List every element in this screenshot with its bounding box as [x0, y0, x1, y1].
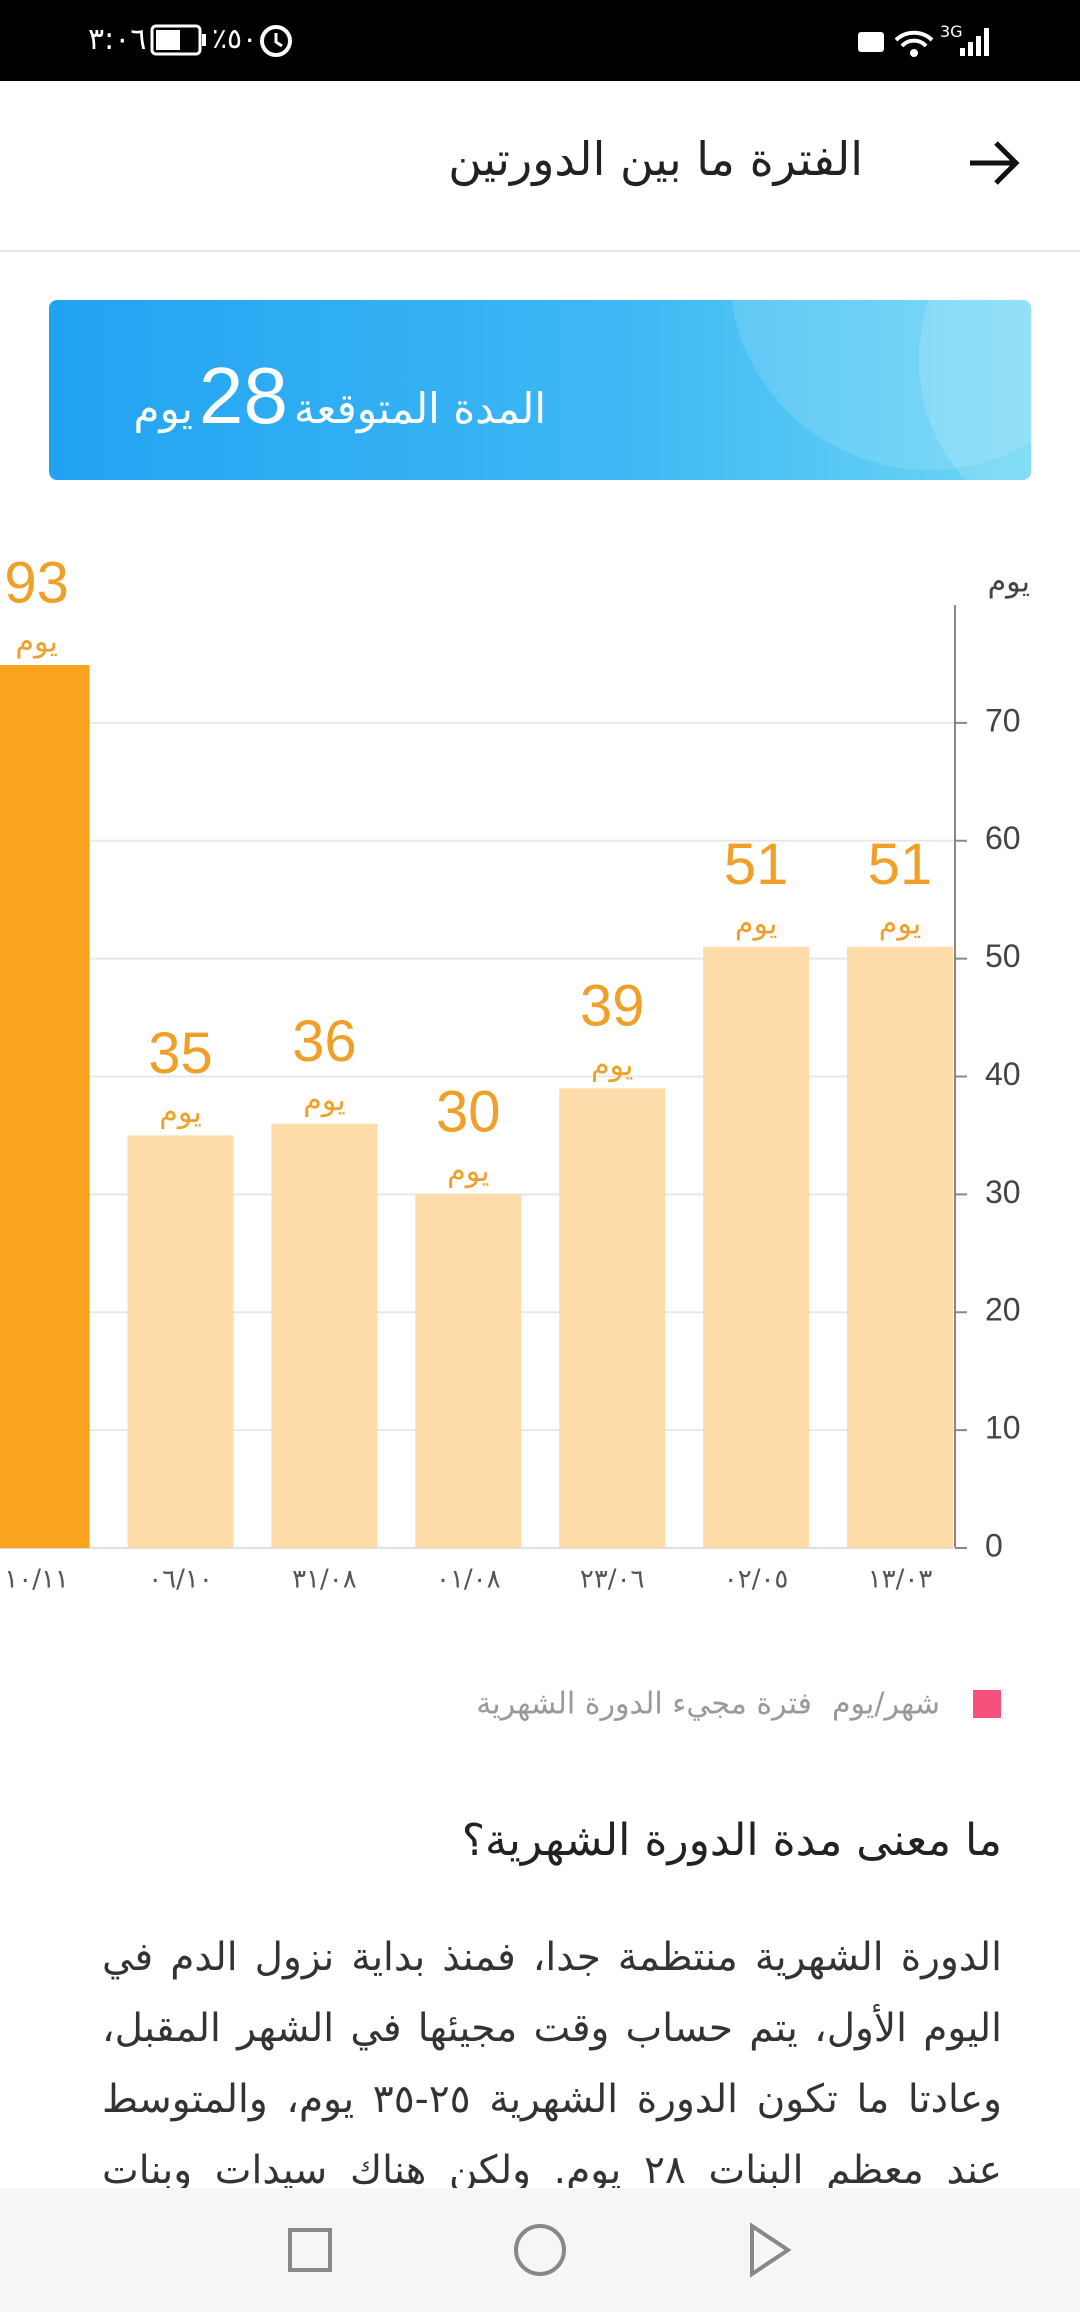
bar [847, 946, 953, 1548]
y-tick-label: 50 [985, 938, 1021, 974]
legend-swatch [973, 1690, 1001, 1718]
card-value: 28 [198, 351, 288, 440]
x-tick-label: ٠٢/٠٥ [724, 1565, 789, 1595]
y-tick-label: 40 [985, 1056, 1021, 1092]
value-unit: يوم [159, 1095, 201, 1130]
section-heading: ما معنى مدة الدورة الشهرية؟ [461, 1815, 1002, 1866]
battery-level: ٪٥٠ [212, 22, 258, 55]
bar [415, 1194, 522, 1548]
value-label: 30 [436, 1080, 501, 1145]
home-button[interactable] [514, 2224, 566, 2276]
value-label: 35 [148, 1021, 213, 1086]
legend-label: شهر/يوم [832, 1687, 940, 1722]
value-label: 93 [4, 550, 69, 615]
back-nav-button[interactable] [750, 2222, 792, 2278]
y-tick-label: 60 [985, 820, 1021, 856]
signal-icons [858, 28, 989, 57]
x-tick-label: ١٠/١١ [4, 1565, 69, 1595]
back-button[interactable] [966, 138, 1022, 188]
value-label: 51 [724, 832, 789, 897]
recent-button[interactable] [288, 2228, 332, 2272]
value-label: 51 [868, 832, 933, 897]
chart: يوم 0 10 20 30 40 50 60 70 51 يوم 51 يوم 39 يوم 30 يوم 3… [0, 550, 1030, 1722]
network-type: 3G [940, 22, 963, 41]
y-axis-label: يوم [988, 565, 1030, 600]
screen-title: الفترة ما بين الدورتين [448, 132, 863, 186]
bar [559, 1088, 666, 1548]
navigation-bar [0, 2188, 1080, 2312]
x-tick-label: ١٣/٠٣ [868, 1565, 933, 1595]
bar [127, 1135, 234, 1548]
battery-icon [150, 24, 206, 56]
value-unit: يوم [591, 1048, 633, 1083]
y-tick-label: 30 [985, 1174, 1021, 1210]
y-tick-label: 0 [985, 1527, 1003, 1563]
y-tick-label: 70 [985, 702, 1021, 738]
value-unit: يوم [447, 1154, 489, 1189]
divider [0, 250, 1080, 252]
x-tick-label: ٣١/٠٨ [292, 1565, 357, 1595]
value-unit: يوم [879, 906, 921, 941]
value-unit: يوم [303, 1083, 345, 1118]
card-text: المدة المتوقعة 28 يوم [134, 350, 547, 442]
y-tick-label: 10 [985, 1410, 1021, 1446]
bar [703, 946, 810, 1548]
summary-card [49, 300, 1031, 480]
value-unit: يوم [15, 625, 57, 660]
x-tick-label: ٠١/٠٨ [436, 1565, 501, 1595]
bar [0, 665, 90, 1549]
card-decoration [731, 300, 1031, 480]
y-tick-label: 20 [985, 1292, 1021, 1328]
card-unit: يوم [133, 384, 193, 433]
x-tick-label: ٠٦/١٠ [148, 1565, 213, 1595]
bar [271, 1123, 378, 1548]
clock: ٣:٠٦ [88, 22, 147, 57]
card-label: المدة المتوقعة [293, 384, 546, 433]
x-tick-label: ٢٣/٠٦ [580, 1565, 645, 1595]
legend-label: فترة مجيء الدورة الشهرية [476, 1687, 812, 1722]
plot-area [0, 665, 953, 1549]
status-bar: ٣:٠٦ ٪٥٠ 3G [0, 0, 1080, 81]
value-label: 36 [292, 1009, 357, 1074]
nav-icons [288, 2222, 792, 2278]
value-unit: يوم [735, 906, 777, 941]
value-label: 39 [580, 974, 645, 1039]
section-paragraph: الدورة الشهرية منتظمة جدا، فمنذ بداية نز… [102, 1935, 1002, 2264]
alarm-icon [260, 25, 292, 57]
